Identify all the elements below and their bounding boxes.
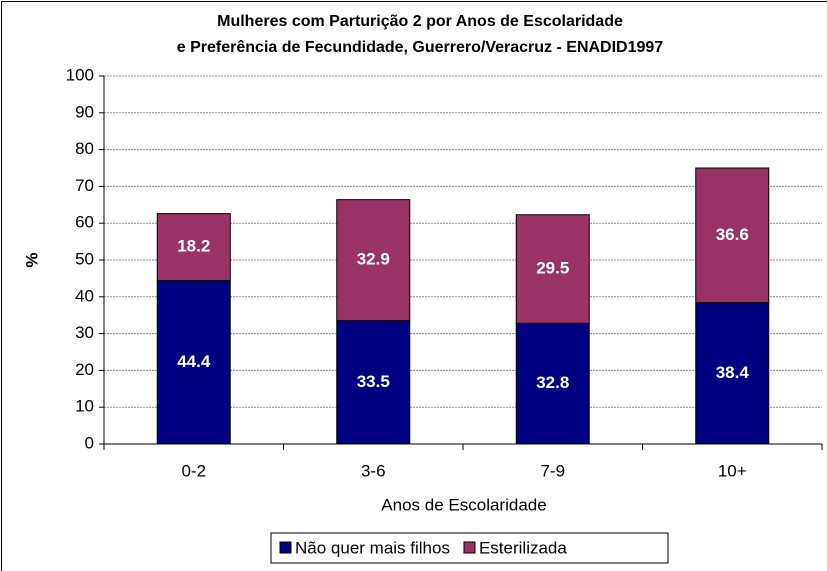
bar-segment (695, 167, 770, 304)
y-tick-label: 70 (75, 176, 94, 195)
chart-title: e Preferência de Fecundidade, Guerrero/V… (177, 39, 664, 56)
y-tick-label: 30 (75, 323, 94, 342)
value-label: 32.8 (536, 373, 569, 392)
x-axis-label: Anos de Escolaridade (381, 495, 546, 514)
y-axis-label: % (22, 252, 41, 267)
y-tick-label: 40 (75, 286, 94, 305)
x-tick-label: 7-9 (540, 461, 565, 480)
legend-label: Esterilizada (479, 538, 567, 557)
value-label: 44.4 (177, 352, 211, 371)
x-tick-label: 10+ (718, 461, 747, 480)
x-tick-label: 3-6 (361, 461, 386, 480)
y-tick-label: 60 (75, 213, 94, 232)
value-label: 38.4 (716, 363, 750, 382)
value-label: 36.6 (716, 225, 749, 244)
bar-segment (336, 320, 411, 445)
y-tick-label: 20 (75, 360, 94, 379)
y-tick-label: 90 (75, 102, 94, 121)
value-label: 18.2 (177, 237, 210, 256)
y-tick-label: 50 (75, 249, 94, 268)
bar-segment (336, 199, 411, 322)
bar-segment (156, 213, 231, 282)
value-label: 33.5 (357, 372, 390, 391)
chart-title: Mulheres com Parturição 2 por Anos de Es… (217, 13, 623, 30)
y-tick-label: 10 (75, 397, 94, 416)
y-tick-label: 0 (85, 433, 94, 452)
y-tick-label: 100 (66, 65, 94, 84)
legend-swatch (279, 541, 292, 554)
value-label: 29.5 (536, 259, 569, 278)
bar-segment (515, 214, 590, 324)
x-tick-label: 0-2 (181, 461, 206, 480)
bar-segment (515, 322, 590, 445)
value-label: 32.9 (357, 250, 390, 269)
y-tick-label: 80 (75, 139, 94, 158)
bar-segment (695, 302, 770, 445)
legend-swatch (463, 541, 476, 554)
legend-label: Não quer mais filhos (295, 538, 450, 557)
